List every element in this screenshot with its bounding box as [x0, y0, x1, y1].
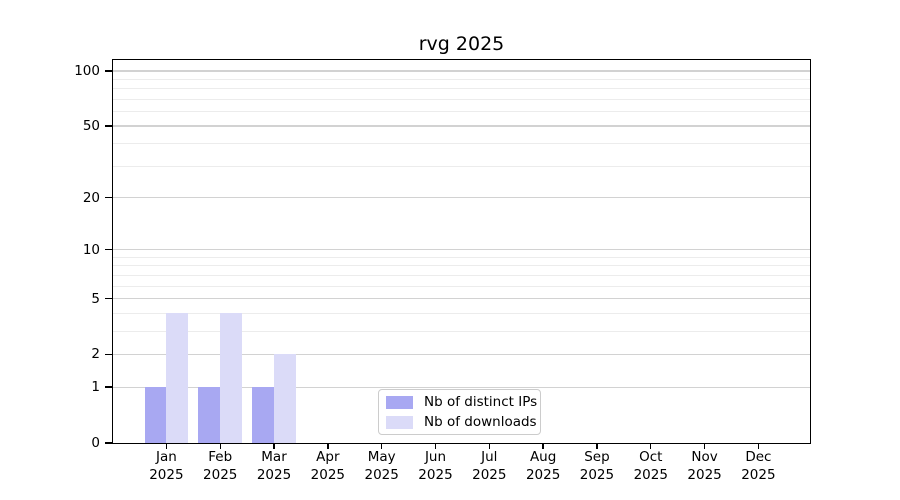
y-tick-mark — [105, 196, 112, 199]
x-tick-mark — [488, 443, 490, 449]
x-tick-label: Aug 2025 — [525, 449, 561, 483]
gridline-minor — [113, 111, 810, 113]
gridline-minor — [113, 88, 810, 90]
y-tick-mark — [105, 353, 112, 356]
x-tick-mark — [434, 443, 437, 449]
gridline-major — [113, 353, 810, 356]
x-tick-mark — [380, 443, 383, 449]
x-tick-label: Jan 2025 — [149, 449, 184, 483]
gridline-minor — [113, 78, 810, 80]
bar-downloads-feb — [220, 313, 242, 443]
x-tick-mark — [757, 443, 760, 449]
gridline-major — [113, 249, 810, 251]
gridline-minor — [113, 256, 810, 258]
legend-swatch-distinct-ips — [386, 395, 413, 409]
x-tick-label: Jun 2025 — [418, 449, 453, 483]
y-tick-label: 2 — [91, 346, 100, 363]
legend-label-distinct-ips: Nb of distinct IPs — [424, 393, 538, 410]
x-tick-label: Sep 2025 — [579, 449, 615, 483]
y-tick-mark — [105, 70, 112, 72]
legend-swatch-downloads — [386, 415, 413, 429]
y-tick-label: 100 — [74, 63, 100, 79]
x-tick-label: May 2025 — [364, 449, 399, 483]
gridline-minor — [113, 98, 810, 100]
x-tick-label: Jul 2025 — [472, 449, 507, 483]
gridline-major — [113, 196, 810, 199]
chart-title: rvg 2025 — [418, 33, 505, 55]
gridline-minor — [113, 312, 810, 314]
bar-distinct-ips-feb — [198, 387, 221, 443]
y-tick-label: 10 — [82, 241, 100, 258]
gridline-minor — [113, 330, 810, 332]
x-tick-label: Oct 2025 — [633, 449, 668, 483]
gridline-minor — [113, 274, 810, 276]
gridline-minor — [113, 265, 810, 267]
x-tick-label: Feb 2025 — [203, 449, 238, 483]
plot-area — [113, 60, 810, 443]
gridline-major — [113, 125, 810, 127]
gridline-major — [113, 70, 810, 72]
gridline-minor — [113, 165, 810, 167]
bar-downloads-jan — [166, 313, 189, 443]
x-tick-label: Nov 2025 — [687, 449, 722, 483]
legend-item-distinct-ips: Nb of distinct IPs — [386, 394, 537, 410]
bar-distinct-ips-mar — [252, 387, 275, 443]
y-tick-mark — [105, 442, 112, 444]
legend-item-downloads: Nb of downloads — [386, 414, 537, 430]
gridline-major — [113, 386, 810, 388]
y-tick-label: 0 — [91, 435, 100, 451]
y-tick-mark — [105, 125, 112, 127]
y-tick-mark — [105, 249, 112, 251]
y-tick-label: 5 — [91, 290, 100, 307]
y-tick-mark — [105, 386, 112, 388]
x-tick-mark — [542, 443, 544, 449]
x-tick-label: Mar 2025 — [256, 449, 292, 483]
x-tick-mark — [273, 443, 275, 449]
x-tick-mark — [650, 443, 652, 449]
y-tick-label: 20 — [82, 189, 100, 206]
x-tick-mark — [165, 443, 168, 449]
legend-label-downloads: Nb of downloads — [424, 413, 537, 430]
y-tick-label: 1 — [91, 379, 100, 396]
y-tick-mark — [105, 297, 112, 300]
x-tick-mark — [327, 443, 329, 449]
x-tick-label: Dec 2025 — [741, 449, 776, 483]
y-tick-label: 50 — [82, 118, 100, 135]
gridline-major — [113, 297, 810, 300]
bar-distinct-ips-jan — [144, 387, 167, 443]
gridline-minor — [113, 143, 810, 145]
x-tick-label: Apr 2025 — [310, 449, 346, 483]
x-tick-mark — [703, 443, 706, 449]
bar-downloads-mar — [274, 354, 296, 443]
legend: Nb of distinct IPs Nb of downloads — [378, 389, 541, 435]
x-tick-mark — [596, 443, 598, 449]
x-tick-mark — [219, 443, 221, 449]
gridline-minor — [113, 285, 810, 287]
